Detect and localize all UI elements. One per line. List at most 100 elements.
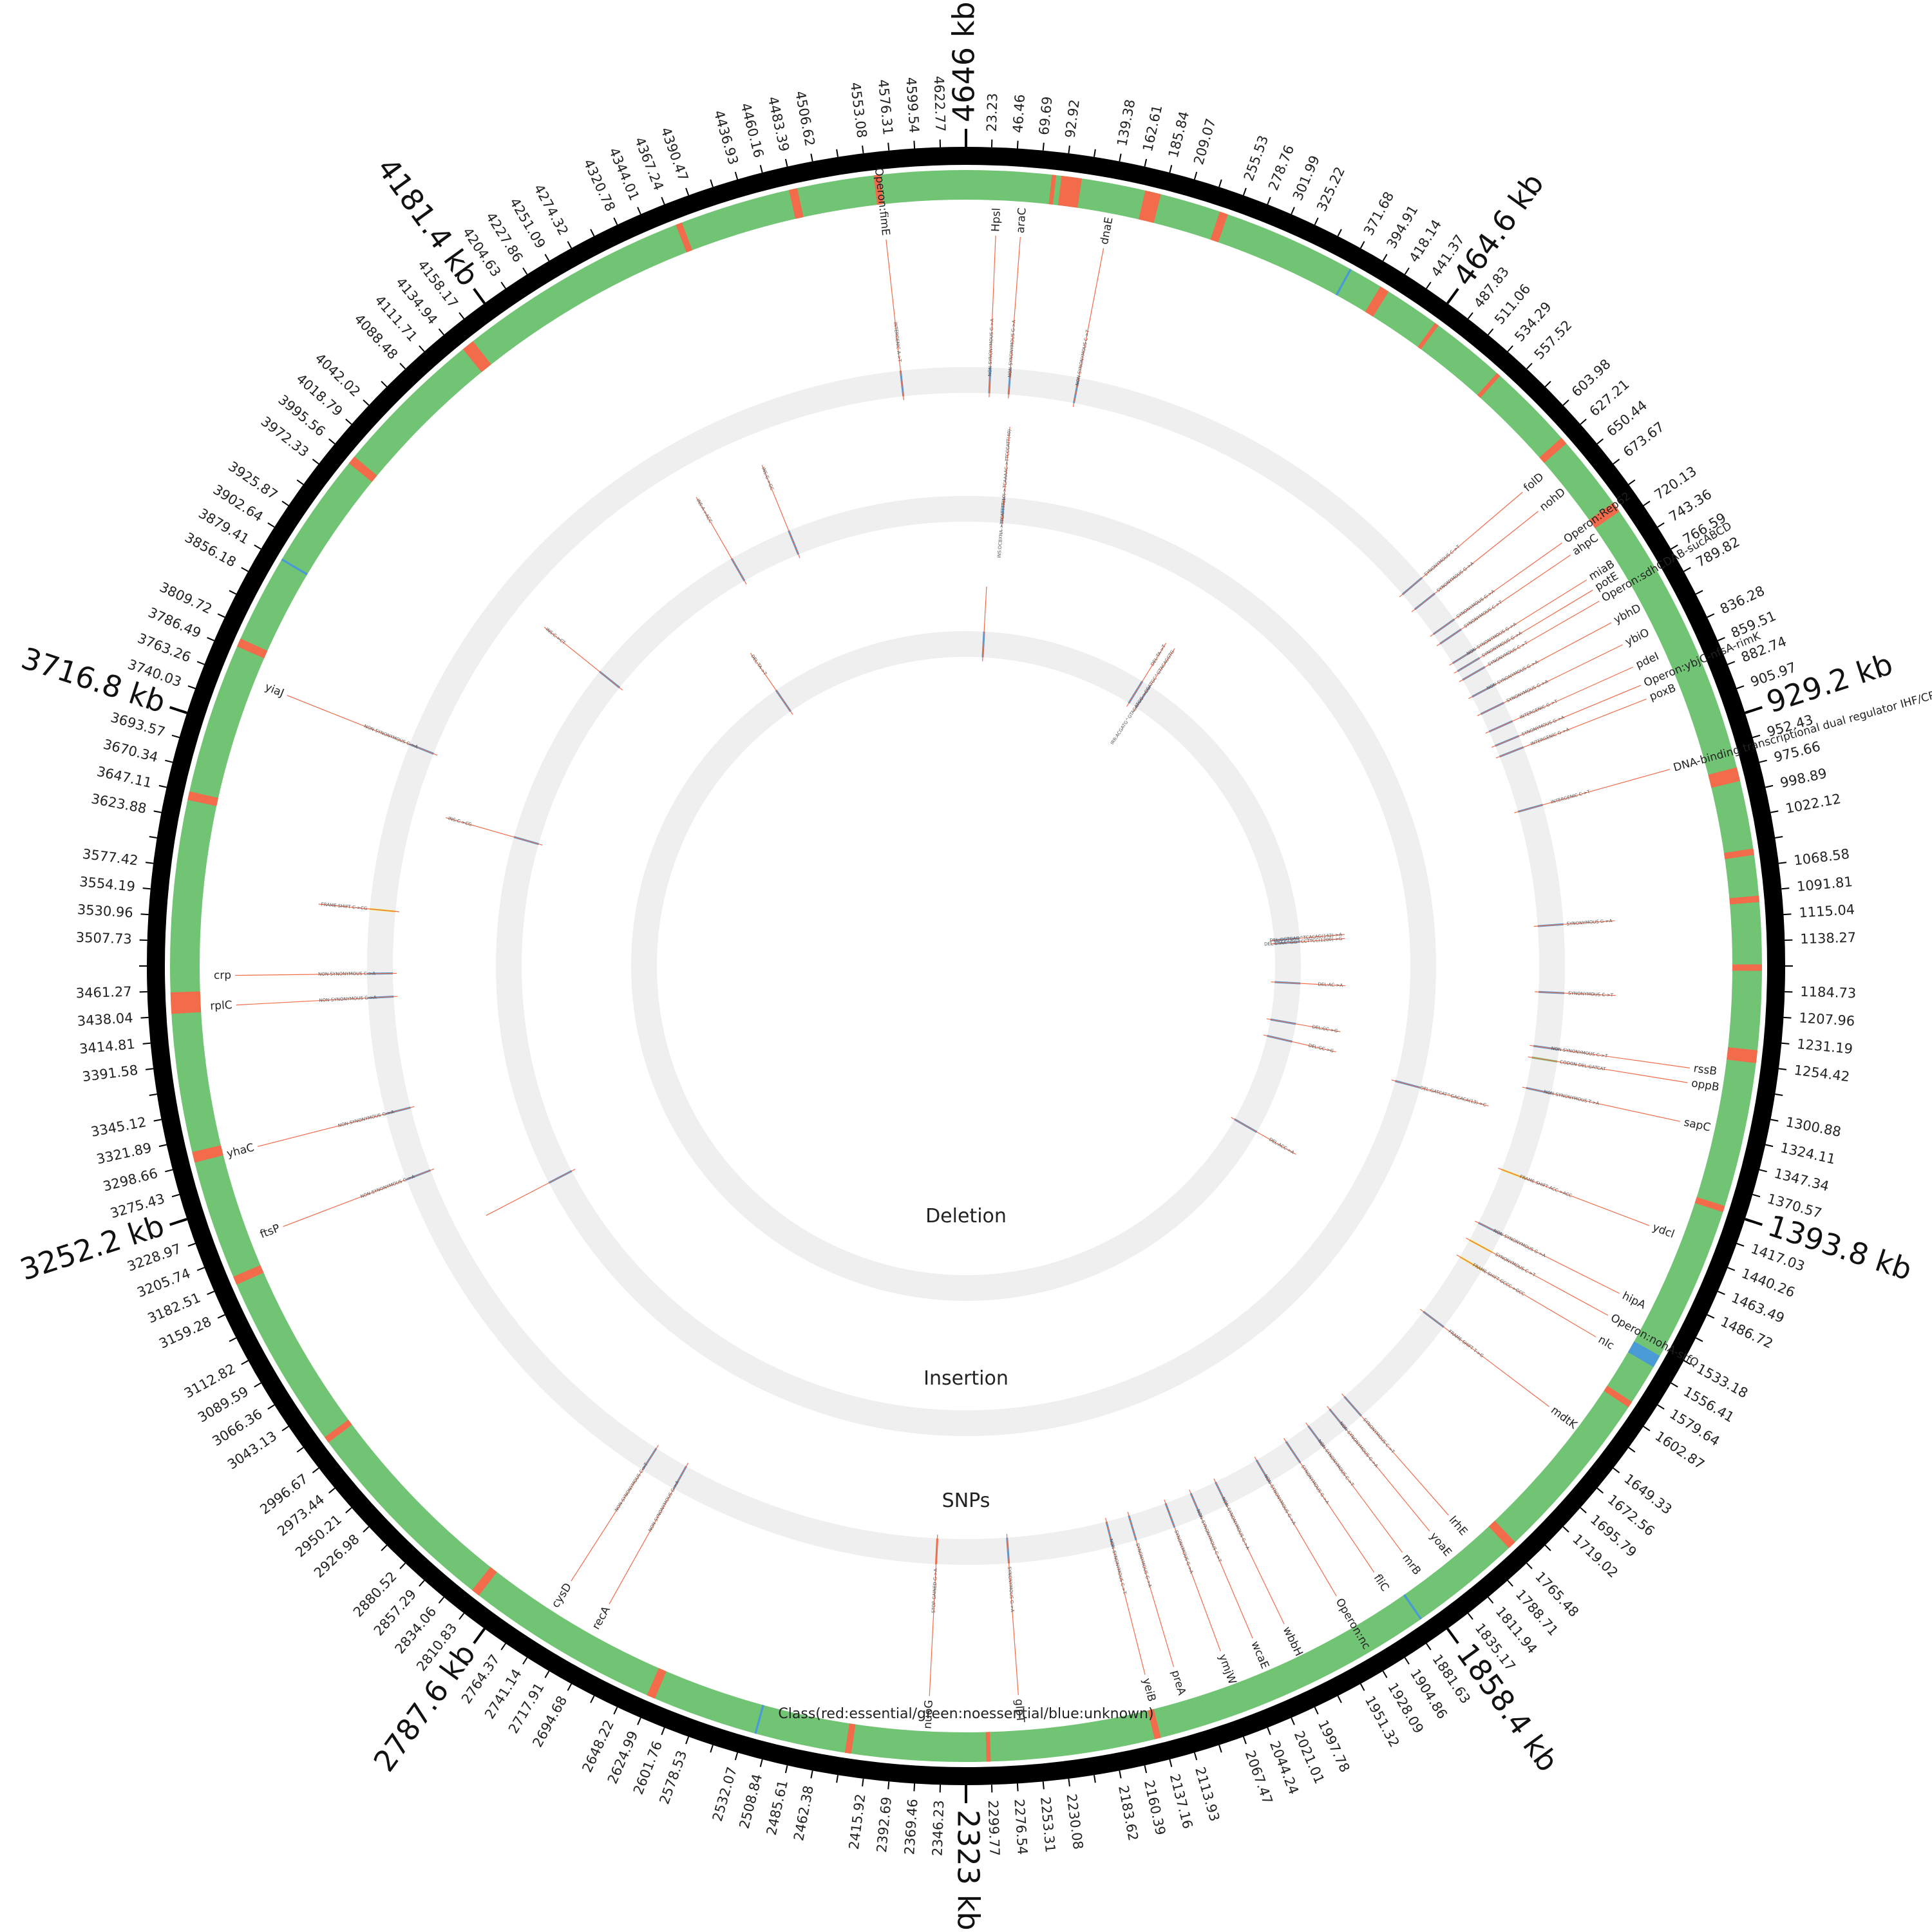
snp-mutation-label: NON-SYNONYMOUS G->A <box>1220 1496 1250 1550</box>
snp-gene-label: nohD <box>1537 486 1568 514</box>
snp-mutation-label: SYNONYMOUS C->T <box>1463 600 1504 629</box>
snp-gene-label: sapC <box>1683 1116 1712 1134</box>
minor-tick <box>149 836 157 839</box>
snp-connector <box>1164 1499 1193 1576</box>
deletion-connector <box>1126 643 1167 707</box>
insertion-connector <box>761 464 800 558</box>
snp-connector <box>316 996 398 1001</box>
snp-mutation-label: FRAME-SHIFT C->CG <box>321 902 368 911</box>
essential-region <box>1729 895 1760 905</box>
snp-gene-connector <box>1540 622 1612 661</box>
minor-tick <box>459 312 465 319</box>
minor-tick-label: 2578.53 <box>656 1748 690 1806</box>
minor-tick <box>1359 1683 1365 1691</box>
minor-tick <box>1765 1144 1774 1148</box>
minor-tick <box>613 1707 618 1715</box>
minor-tick <box>1695 1337 1703 1342</box>
minor-tick <box>217 613 225 618</box>
snp-gene-connector <box>886 239 896 320</box>
minor-tick <box>500 1643 506 1651</box>
snp-gene-connector <box>1607 1069 1688 1083</box>
minor-tick-label: 4622.77 <box>931 75 949 132</box>
snp-mutation-label: NON-SYNONYMOUS T->A <box>1543 1089 1600 1106</box>
snp-connector <box>1535 991 1616 996</box>
minor-tick <box>1596 438 1604 444</box>
snp-mutation-label: SYNONYMOUS C->T <box>1423 544 1461 577</box>
snp-gene-connector <box>1150 1589 1175 1667</box>
major-tick <box>1745 1218 1763 1226</box>
snp-mutation-label: NON-SYNONYMOUS G->A <box>337 1109 395 1128</box>
minor-tick <box>1707 613 1715 618</box>
snp-mutation-label: NON-SYNONYMOUS C->T <box>1075 329 1091 386</box>
snp-gene-connector <box>1549 644 1623 681</box>
minor-tick <box>187 1242 196 1247</box>
minor-tick-label: 3414.81 <box>79 1036 136 1057</box>
snp-mutation-label: FRAME-SHIFT ACC->ACC <box>1519 1174 1573 1198</box>
minor-tick <box>1778 862 1787 864</box>
minor-tick <box>1775 836 1783 839</box>
minor-tick-label: 1254.42 <box>1793 1063 1850 1085</box>
minor-tick-label: 3298.66 <box>101 1166 159 1195</box>
snp-gene-connector <box>1484 1358 1549 1407</box>
snp-gene-label: dnaE <box>1098 216 1116 246</box>
unknown-region <box>1403 1594 1422 1620</box>
minor-tick-label: 3670.34 <box>102 737 160 766</box>
snp-gene-connector <box>1566 685 1642 717</box>
major-tick-label: 4646 kb <box>947 1 981 122</box>
gene-class-ring <box>170 170 1763 1762</box>
minor-tick-label: 1231.19 <box>1796 1036 1853 1057</box>
minor-tick <box>254 1382 261 1388</box>
snp-gene-connector <box>1559 667 1634 701</box>
minor-tick-label: 3391.58 <box>81 1063 138 1085</box>
minor-tick <box>1695 590 1703 595</box>
minor-tick-label: 2392.69 <box>874 1796 895 1853</box>
snp-mutation-label: NON-SYNONYMOUS G->A <box>319 995 377 1003</box>
essential-region <box>647 1668 667 1699</box>
minor-tick <box>1580 419 1587 425</box>
minor-tick-label: 139.38 <box>1114 98 1138 147</box>
minor-tick <box>862 1778 864 1787</box>
minor-tick <box>685 187 690 196</box>
minor-tick <box>1359 241 1365 249</box>
minor-tick <box>1562 399 1569 406</box>
unknown-region <box>1335 269 1352 296</box>
minor-tick <box>1628 1446 1636 1453</box>
snp-connector <box>1341 1393 1396 1455</box>
snp-track-ring <box>367 367 1565 1565</box>
minor-tick-label: 3321.89 <box>95 1140 153 1167</box>
snp-connector <box>1491 715 1567 748</box>
minor-tick <box>544 254 550 261</box>
genome-scale-ring: 23.23 46.46 69.69 92.92 139.38 162.61 185.8420… <box>16 1 1917 1930</box>
minor-tick <box>207 637 215 641</box>
snp-mutation-label: SYNONYMOUS G->A <box>1567 918 1613 927</box>
minor-tick-label: 162.61 <box>1140 104 1165 153</box>
minor-tick-label: 2253.31 <box>1037 1796 1058 1853</box>
snp-connector <box>1213 1478 1250 1552</box>
snp-connector <box>318 904 400 913</box>
essential-region <box>472 1567 497 1596</box>
snp-connector <box>1072 327 1089 407</box>
insertion-track: INS:DCBXNA->TTCATTTT(10)->TCAAAAC->TTCCC… <box>446 426 1489 1436</box>
minor-tick <box>1613 459 1620 465</box>
minor-tick-label: 3438.04 <box>77 1010 133 1028</box>
minor-tick <box>399 363 406 370</box>
minor-tick <box>229 1337 237 1342</box>
snp-gene-label: Hpsl <box>989 207 1003 232</box>
snp-connector <box>989 316 993 397</box>
insertion-mutation-label: INS:C->CG <box>448 816 472 828</box>
minor-tick <box>267 1404 275 1410</box>
deletion-mutation-label: DEL:GC->G <box>1312 1024 1338 1034</box>
minor-tick-label: 2508.84 <box>737 1772 766 1830</box>
minor-tick-label: 4436.93 <box>711 108 741 166</box>
essential-region <box>1210 211 1228 243</box>
snp-mutation-label: NON-SYNONYMOUS G->A <box>1263 1473 1296 1526</box>
snp-gene-connector <box>1124 1596 1146 1675</box>
minor-tick-label: 4390.47 <box>658 126 691 184</box>
deletion-connector <box>1270 934 1345 942</box>
snp-connector <box>1436 600 1504 647</box>
minor-tick <box>1643 1426 1651 1432</box>
minor-tick-label: 3461.27 <box>75 984 132 1001</box>
snp-gene-label: crp <box>214 969 231 982</box>
essential-region <box>324 1419 352 1443</box>
